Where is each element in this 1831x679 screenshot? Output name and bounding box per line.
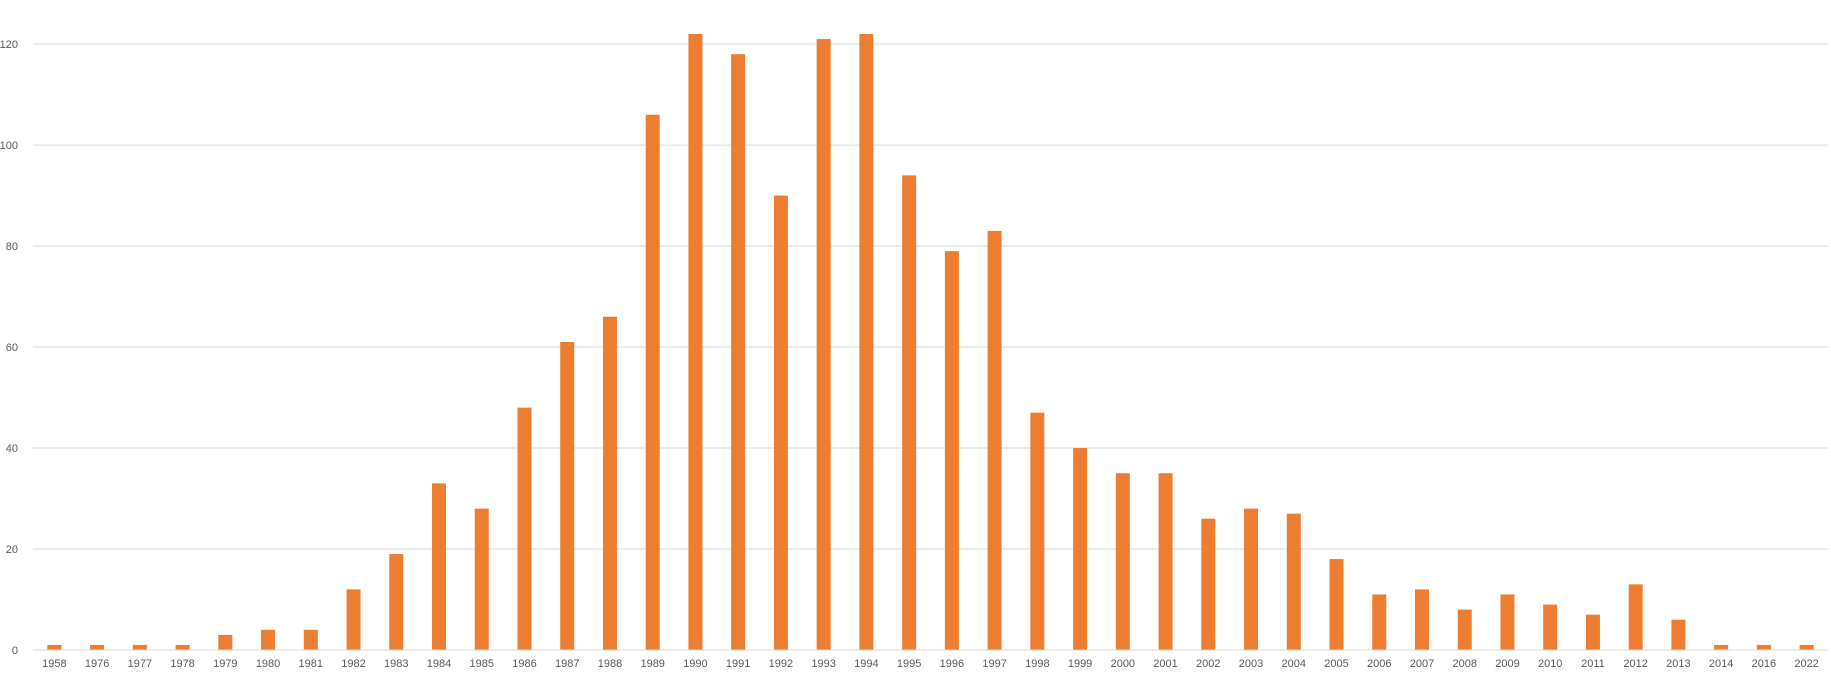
bar-1989 (645, 114, 660, 651)
bar-1977 (132, 644, 147, 650)
y-tick-label: 100 (0, 140, 18, 152)
bar-1992 (773, 195, 788, 650)
bar-2016 (1756, 644, 1771, 650)
bar-2000 (1115, 473, 1130, 650)
bar-2011 (1585, 614, 1600, 650)
x-tick-label: 1978 (170, 658, 194, 670)
x-tick-label: 2001 (1153, 658, 1177, 670)
x-tick-label: 1984 (427, 658, 451, 670)
bar-1976 (90, 644, 105, 650)
bar-2003 (1244, 508, 1259, 650)
bar-1983 (389, 554, 404, 650)
y-axis-tick-labels: 0 20 40 60 80 100 120 (0, 39, 18, 657)
bars (47, 34, 1814, 651)
x-tick-label: 1982 (341, 658, 365, 670)
y-tick-label: 0 (12, 645, 18, 657)
bar-2001 (1158, 473, 1173, 650)
x-tick-label: 1980 (256, 658, 280, 670)
gridlines (33, 43, 1828, 550)
bar-1996 (944, 251, 959, 651)
x-tick-label: 2014 (1709, 658, 1733, 670)
x-tick-label: 2010 (1538, 658, 1562, 670)
y-tick-label: 40 (6, 443, 18, 455)
y-tick-label: 80 (6, 241, 18, 253)
x-tick-label: 1997 (982, 658, 1006, 670)
x-tick-label: 2004 (1282, 658, 1306, 670)
x-tick-label: 1988 (598, 658, 622, 670)
x-tick-label: 2011 (1581, 658, 1605, 670)
x-tick-label: 1991 (726, 658, 750, 670)
x-tick-label: 1995 (897, 658, 921, 670)
y-tick-label: 60 (6, 342, 18, 354)
x-tick-label: 2013 (1666, 658, 1690, 670)
x-tick-label: 1976 (85, 658, 109, 670)
bar-2013 (1671, 619, 1686, 650)
bar-2004 (1286, 513, 1301, 650)
bar-2022 (1799, 644, 1814, 650)
bar-1984 (432, 483, 447, 650)
bar-2006 (1372, 594, 1387, 650)
x-axis-tick-labels: 1958 1976 1977 1978 1979 1980 1981 1982 1983 1984… (42, 658, 1819, 670)
x-tick-label: 2005 (1324, 658, 1348, 670)
x-tick-label: 1983 (384, 658, 408, 670)
x-tick-label: 1992 (769, 658, 793, 670)
bar-1986 (517, 407, 532, 650)
x-tick-label: 1990 (683, 658, 707, 670)
bar-1979 (218, 634, 233, 650)
x-tick-label: 1979 (213, 658, 237, 670)
bar-1998 (1030, 412, 1045, 650)
x-tick-label: 2022 (1794, 658, 1818, 670)
bar-2014 (1714, 644, 1729, 650)
x-tick-label: 2012 (1623, 658, 1647, 670)
x-tick-label: 1987 (555, 658, 579, 670)
x-tick-label: 1958 (42, 658, 66, 670)
bar-1982 (346, 589, 361, 650)
x-tick-label: 2002 (1196, 658, 1220, 670)
x-tick-label: 2007 (1410, 658, 1434, 670)
bar-2012 (1628, 584, 1643, 650)
bar-2007 (1414, 589, 1429, 650)
bar-1993 (816, 39, 831, 650)
y-tick-label: 120 (0, 39, 18, 51)
bar-2005 (1329, 559, 1344, 650)
bar-2008 (1457, 609, 1472, 650)
x-tick-label: 1999 (1068, 658, 1092, 670)
bar-2002 (1201, 518, 1216, 650)
y-tick-label: 20 (6, 544, 18, 556)
bar-2009 (1500, 594, 1515, 650)
x-tick-label: 1998 (1025, 658, 1049, 670)
bar-2010 (1543, 604, 1558, 650)
bar-1997 (987, 230, 1002, 650)
x-tick-label: 2009 (1495, 658, 1519, 670)
bar-1994 (859, 34, 874, 650)
x-tick-label: 2000 (1111, 658, 1135, 670)
bar-1999 (1073, 448, 1088, 650)
x-tick-label: 1996 (940, 658, 964, 670)
bar-1987 (560, 342, 575, 650)
bar-1958 (47, 644, 62, 650)
x-tick-label: 1985 (470, 658, 494, 670)
x-tick-label: 2016 (1752, 658, 1776, 670)
x-tick-label: 2006 (1367, 658, 1391, 670)
x-tick-label: 1977 (128, 658, 152, 670)
x-tick-label: 1994 (854, 658, 878, 670)
x-tick-label: 1986 (512, 658, 536, 670)
bar-1991 (731, 54, 746, 651)
bar-1988 (602, 316, 617, 650)
bar-1990 (688, 34, 703, 650)
bar-1980 (261, 629, 276, 650)
x-tick-label: 2003 (1239, 658, 1263, 670)
bar-1985 (474, 508, 489, 650)
x-tick-label: 1981 (299, 658, 323, 670)
x-tick-label: 2008 (1452, 658, 1476, 670)
bar-1978 (175, 644, 190, 650)
bar-1995 (902, 175, 917, 650)
x-tick-label: 1993 (811, 658, 835, 670)
x-tick-label: 1989 (640, 658, 664, 670)
bar-1981 (303, 629, 318, 650)
